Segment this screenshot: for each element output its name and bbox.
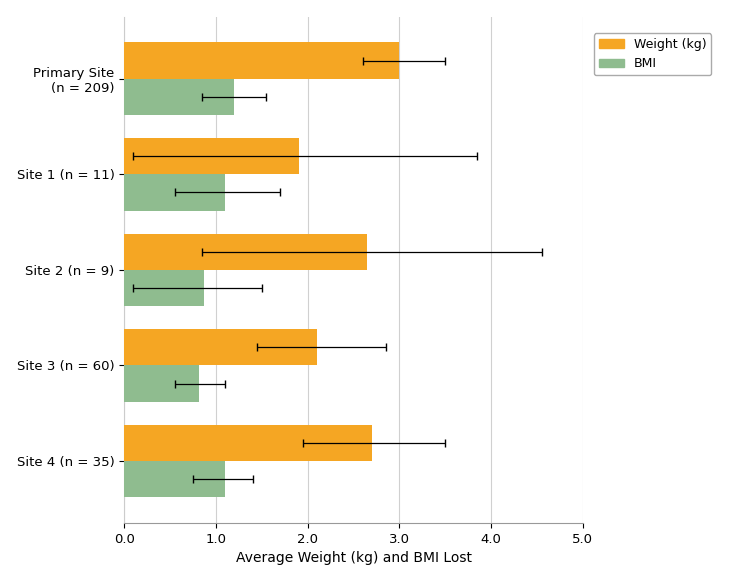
Bar (124, 270, 204, 306)
Bar (124, 365, 200, 402)
Bar (124, 461, 225, 497)
Bar (124, 233, 367, 270)
Bar (124, 425, 372, 461)
X-axis label: Average Weight (kg) and BMI Lost: Average Weight (kg) and BMI Lost (235, 551, 472, 565)
Bar (124, 42, 399, 79)
Legend: Weight (kg), BMI: Weight (kg), BMI (593, 33, 712, 75)
Bar (124, 175, 225, 211)
Bar (124, 79, 234, 115)
Bar (124, 329, 317, 365)
Bar (124, 138, 298, 175)
